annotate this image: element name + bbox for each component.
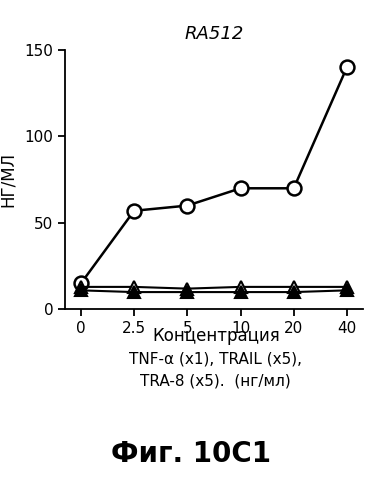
Text: TRA-8 (x5).  (нг/мл): TRA-8 (x5). (нг/мл)	[141, 373, 291, 388]
Title: RA512: RA512	[184, 25, 244, 43]
Y-axis label: НГ/МЛ: НГ/МЛ	[0, 152, 17, 207]
Text: Фиг. 10C1: Фиг. 10C1	[111, 440, 271, 468]
Text: TNF-α (x1), TRAIL (x5),: TNF-α (x1), TRAIL (x5),	[129, 352, 302, 367]
Text: Концентрация: Концентрация	[152, 327, 280, 345]
